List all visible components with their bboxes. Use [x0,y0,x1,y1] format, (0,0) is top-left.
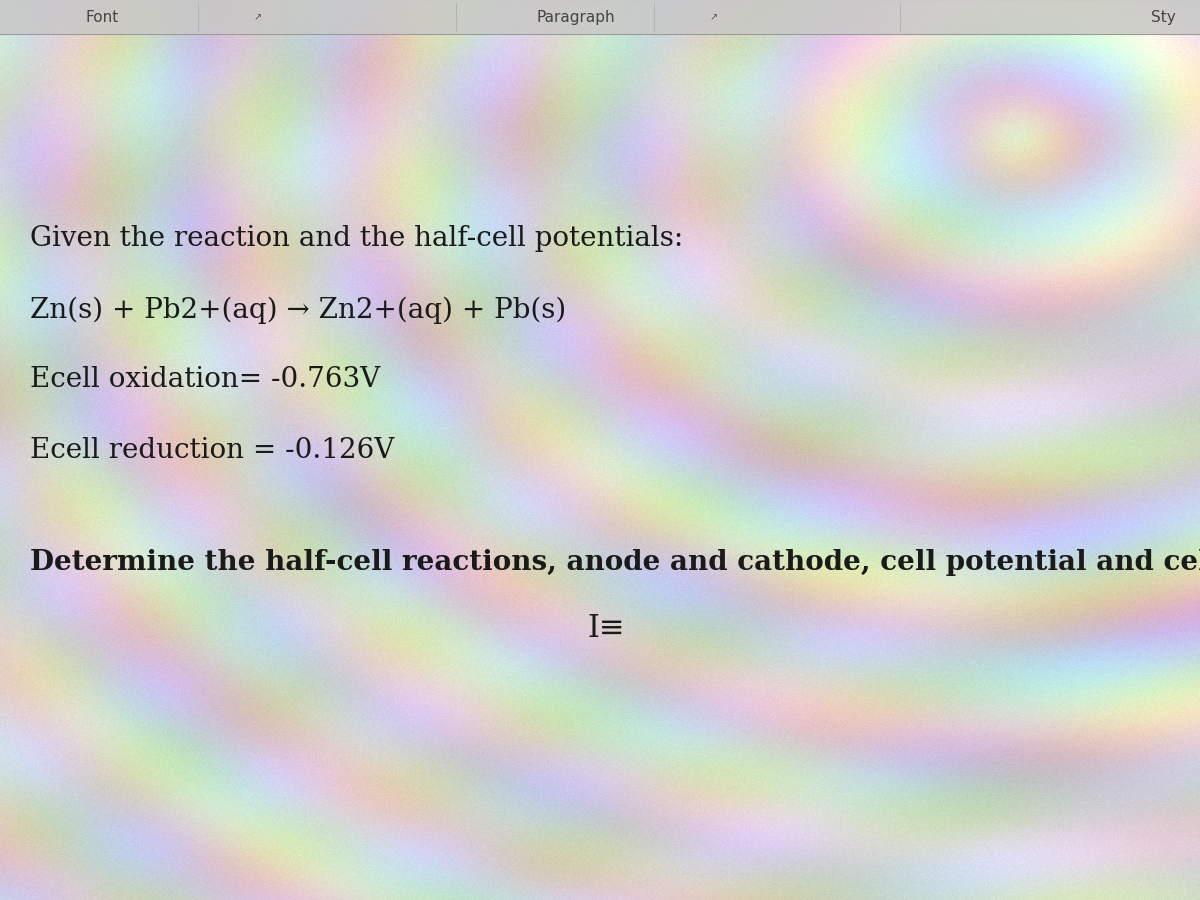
Text: ↗: ↗ [254,12,262,22]
Text: Font: Font [85,10,119,24]
Text: ↗: ↗ [710,12,718,22]
Text: Sty: Sty [1151,10,1176,24]
Text: Ecell oxidation= -0.763V: Ecell oxidation= -0.763V [30,366,380,393]
Text: Determine the half-cell reactions, anode and cathode, cell potential and cell di: Determine the half-cell reactions, anode… [30,549,1200,576]
Text: Paragraph: Paragraph [536,10,616,24]
Bar [0,0,1200,34]
Text: Ecell reduction = -0.126V: Ecell reduction = -0.126V [30,436,395,464]
Text: I≡: I≡ [587,613,625,644]
Text: Given the reaction and the half-cell potentials:: Given the reaction and the half-cell pot… [30,225,683,252]
Text: Zn(s) + Pb2+(aq) → Zn2+(aq) + Pb(s): Zn(s) + Pb2+(aq) → Zn2+(aq) + Pb(s) [30,297,566,324]
